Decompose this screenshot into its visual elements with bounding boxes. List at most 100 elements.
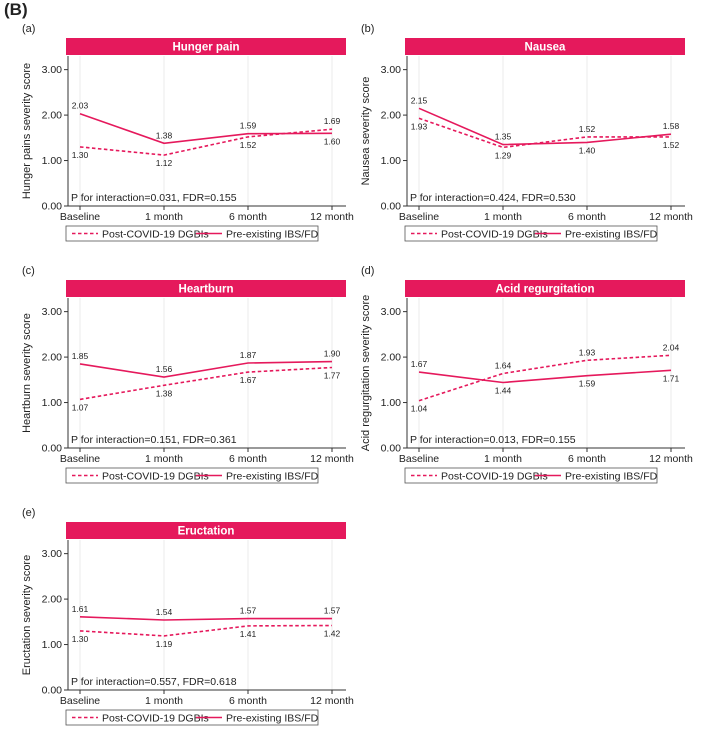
chart-title: Nausea — [525, 42, 567, 54]
y-tick-label: 1.00 — [42, 639, 63, 651]
x-tick-label: 1 month — [145, 211, 183, 223]
x-tick-label: 12 month — [310, 695, 354, 707]
x-tick-label: 1 month — [484, 211, 522, 223]
chart-svg: (c) Heartburn 0.00 1.00 2.00 3.00 Baseline 1 mo… — [21, 265, 354, 484]
y-tick-label: 3.00 — [381, 64, 402, 76]
y-axis-label: Eructation severity score — [21, 555, 33, 675]
data-label: 1.59 — [240, 121, 257, 131]
chart-panel-heartburn: (c) Heartburn 0.00 1.00 2.00 3.00 Baseline 1 mo… — [16, 262, 354, 502]
chart-title: Acid regurgitation — [495, 284, 594, 296]
data-label: 1.67 — [411, 359, 428, 369]
data-label: 1.64 — [495, 360, 512, 370]
y-tick-label: 3.00 — [42, 64, 63, 76]
x-tick-label: 6 month — [229, 211, 267, 223]
panel-letter: (d) — [361, 265, 374, 277]
data-label: 1.59 — [579, 379, 596, 389]
p-interaction-annotation: P for interaction=0.151, FDR=0.361 — [71, 434, 237, 446]
data-label: 1.58 — [663, 121, 680, 131]
data-label: 2.04 — [663, 342, 680, 352]
y-tick-label: 0.00 — [381, 201, 402, 213]
legend-label-post-covid: Post-COVID-19 DGBIs — [102, 228, 209, 240]
data-label: 1.12 — [156, 158, 173, 168]
y-tick-label: 0.00 — [381, 443, 402, 455]
legend-label-post-covid: Post-COVID-19 DGBIs — [441, 470, 548, 482]
data-label: 1.93 — [411, 121, 428, 131]
title-banner — [405, 280, 685, 297]
legend-box — [65, 225, 319, 242]
data-label: 1.04 — [411, 404, 428, 414]
data-label: 1.71 — [663, 373, 680, 383]
legend-box — [404, 225, 658, 242]
panel-letter: (a) — [22, 23, 35, 35]
y-tick-label: 0.00 — [42, 685, 63, 697]
y-tick-label: 2.00 — [42, 352, 63, 364]
p-interaction-annotation: P for interaction=0.424, FDR=0.530 — [410, 192, 576, 204]
legend-label-post-covid: Post-COVID-19 DGBIs — [441, 228, 548, 240]
x-tick-label: 12 month — [649, 453, 693, 465]
data-label: 1.41 — [240, 629, 257, 639]
data-label: 1.07 — [72, 402, 89, 412]
data-label: 1.57 — [240, 606, 257, 616]
x-tick-label: 6 month — [229, 695, 267, 707]
y-axis-label: Nausea severity score — [360, 77, 372, 186]
series-line-pre-existing-ibs-fd — [79, 360, 333, 378]
chart-svg: (e) Eructation 0.00 1.00 2.00 3.00 Baseline 1 m… — [21, 507, 354, 726]
x-tick-label: Baseline — [399, 453, 439, 465]
x-tick-label: 6 month — [568, 211, 606, 223]
data-label: 1.90 — [324, 349, 341, 359]
series-line-post-covid-19-dgbis — [79, 624, 333, 637]
data-label: 1.57 — [324, 606, 341, 616]
data-label: 1.42 — [324, 628, 341, 638]
title-banner — [66, 280, 346, 297]
legend-box — [404, 467, 658, 484]
data-label: 1.19 — [156, 639, 173, 649]
data-label: 1.44 — [495, 386, 512, 396]
panel-letter: (c) — [22, 265, 35, 277]
x-tick-label: Baseline — [399, 211, 439, 223]
y-axis-label: Acid regurgitation severity score — [360, 295, 372, 452]
x-tick-label: Baseline — [60, 211, 100, 223]
data-label: 1.87 — [240, 350, 257, 360]
legend-label-pre-existing: Pre-existing IBS/FD — [226, 228, 319, 240]
data-label: 1.61 — [72, 604, 89, 614]
p-interaction-annotation: P for interaction=0.031, FDR=0.155 — [71, 192, 237, 204]
x-tick-label: 1 month — [484, 453, 522, 465]
legend-label-pre-existing: Pre-existing IBS/FD — [226, 712, 319, 724]
series-line-post-covid-19-dgbis — [79, 366, 333, 401]
data-label: 1.29 — [495, 150, 512, 160]
data-label: 1.69 — [324, 116, 341, 126]
x-tick-label: 6 month — [229, 453, 267, 465]
chart-title: Hunger pain — [172, 42, 239, 54]
series-line-pre-existing-ibs-fd — [79, 616, 332, 621]
panel-letter: (b) — [361, 23, 374, 35]
legend-label-post-covid: Post-COVID-19 DGBIs — [102, 712, 209, 724]
chart-title: Heartburn — [179, 284, 234, 296]
data-label: 1.52 — [240, 140, 257, 150]
data-label: 1.85 — [72, 351, 89, 361]
x-tick-label: Baseline — [60, 695, 100, 707]
data-label: 1.67 — [240, 375, 257, 385]
y-axis-label: Hunger pains severity score — [21, 63, 33, 199]
x-tick-label: 1 month — [145, 695, 183, 707]
y-tick-label: 2.00 — [381, 352, 402, 364]
chart-title: Eructation — [178, 526, 235, 538]
y-tick-label: 2.00 — [42, 110, 63, 122]
chart-svg: (a) Hunger pain 0.00 1.00 2.00 3.00 Baseline 1 … — [21, 23, 354, 242]
x-tick-label: 12 month — [310, 211, 354, 223]
y-tick-label: 1.00 — [381, 155, 402, 167]
data-label: 2.15 — [411, 95, 428, 105]
title-banner — [66, 522, 346, 539]
x-tick-label: 6 month — [568, 453, 606, 465]
series-line-pre-existing-ibs-fd — [418, 107, 672, 146]
data-label: 2.03 — [72, 101, 89, 111]
series-line-pre-existing-ibs-fd — [79, 112, 333, 145]
y-tick-label: 1.00 — [42, 155, 63, 167]
legend-label-pre-existing: Pre-existing IBS/FD — [565, 470, 658, 482]
y-tick-label: 2.00 — [42, 594, 63, 606]
panel-letter: (e) — [22, 507, 35, 519]
figure-label: (B) — [4, 0, 28, 19]
data-label: 1.30 — [72, 150, 89, 160]
series-line-post-covid-19-dgbis — [418, 117, 671, 149]
legend-label-pre-existing: Pre-existing IBS/FD — [226, 470, 319, 482]
p-interaction-annotation: P for interaction=0.557, FDR=0.618 — [71, 676, 237, 688]
